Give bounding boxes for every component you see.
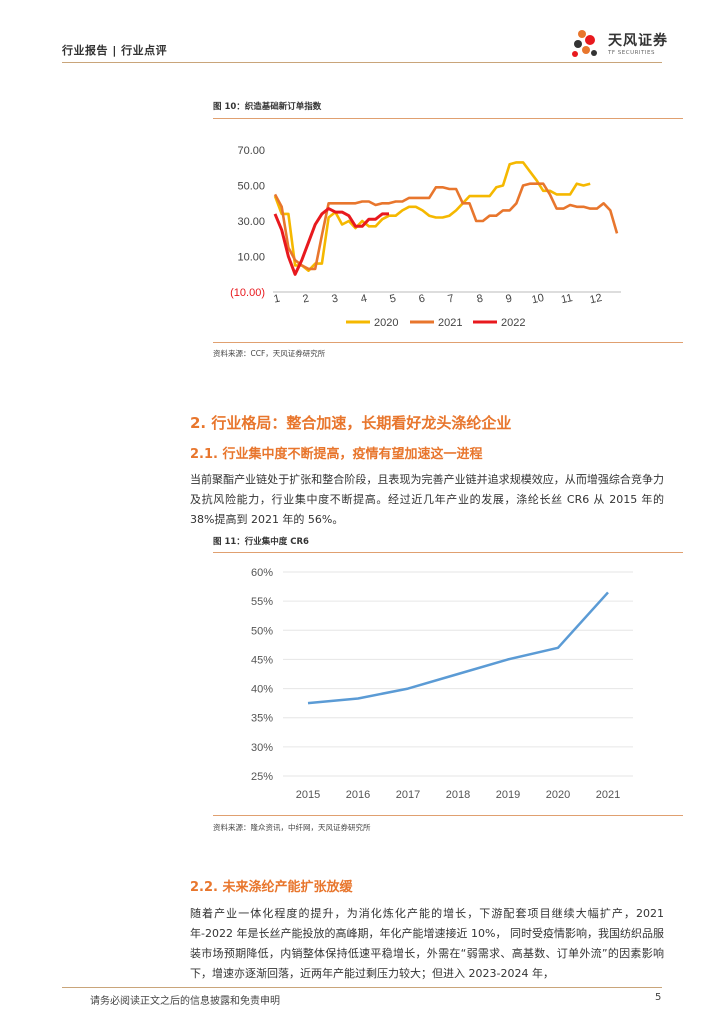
figure-11-source: 资料来源：隆众资讯，中纤网，天风证券研究所 [213,823,371,832]
series-line-2021 [273,182,619,271]
figure-11-top-rule [213,552,683,553]
figure-10-source: 资料来源：CCF，天风证券研究所 [213,349,326,358]
y-tick-label: 50.00 [237,181,265,193]
series-line-2020 [273,161,591,272]
x-tick-label: 2020 [546,789,570,801]
y-tick-label: 50% [251,625,273,637]
footer-disclaimer: 请务必阅读正文之后的信息披露和免责申明 [90,996,280,1007]
x-tick-label: 2018 [446,789,470,801]
x-tick-label: 4 [360,293,368,306]
subsection-heading-2-2: 2.2. 未来涤纶产能扩张放缓 [190,880,353,895]
y-tick-label: 70.00 [237,145,265,157]
header-divider [62,62,662,63]
brand-name-en: TF SECURITIES [608,50,655,56]
x-tick-label: 2019 [496,789,520,801]
paragraph-concentration: 当前聚酯产业链处于扩张和整合阶段，且表现为完善产业链并追求规模效应，从而增强综合… [190,473,664,526]
y-tick-label: 30% [251,742,273,754]
x-tick-label: 2021 [596,789,620,801]
x-tick-label: 2 [302,293,310,306]
x-tick-label: 3 [331,293,339,306]
figure-10-title: 图 10：织造基础新订单指数 [213,102,322,112]
figure-10-bottom-rule [213,342,683,343]
page-number: 5 [655,992,662,1003]
y-tick-label: 35% [251,713,273,725]
x-tick-label: 10 [531,292,545,306]
x-tick-label: 9 [505,293,513,306]
x-tick-label: 6 [418,293,426,306]
figure-10-top-rule [213,118,683,119]
footer-divider [62,987,662,988]
y-tick-label: (10.00) [230,287,265,299]
brand-name-cn: 天风证券 [608,33,668,49]
y-tick-label: 10.00 [237,252,265,264]
x-tick-label: 5 [389,293,397,306]
legend-label-2021: 2021 [438,317,462,329]
section-heading-2: 2. 行业格局：整合加速，长期看好龙头涤纶企业 [190,414,512,432]
paragraph-capacity: 随着产业一体化程度的提升，为消化炼化产能的增长，下游配套项目继续大幅扩产，202… [190,907,664,980]
x-tick-label: 12 [589,292,603,306]
x-tick-label: 2015 [296,789,320,801]
y-tick-label: 55% [251,596,273,608]
y-tick-label: 60% [251,567,273,579]
y-tick-label: 30.00 [237,216,265,228]
series-line-2022 [273,207,389,276]
x-tick-label: 2017 [396,789,420,801]
y-tick-label: 45% [251,654,273,666]
subsection-heading-2-1: 2.1. 行业集中度不断提高，疫情有望加速这一进程 [190,447,483,462]
x-tick-label: 1 [273,293,281,306]
figure-11-title: 图 11：行业集中度 CR6 [213,537,309,547]
series-line-cr6 [307,591,609,705]
report-category: 行业报告 | 行业点评 [62,44,168,57]
y-tick-label: 40% [251,684,273,696]
legend-label-2020: 2020 [374,317,398,329]
legend-label-2022: 2022 [501,317,525,329]
x-tick-label: 8 [476,293,484,306]
x-tick-label: 11 [560,292,574,306]
y-tick-label: 25% [251,771,273,783]
x-tick-label: 7 [447,293,455,306]
chart-cr6: 60% 55% 50% 45% 40% 35% 30% 25% 2015 2016 2017 2018… [251,567,633,801]
figure-11-bottom-rule [213,815,683,816]
x-tick-label: 2016 [346,789,370,801]
brand-logo-icon [572,30,597,57]
